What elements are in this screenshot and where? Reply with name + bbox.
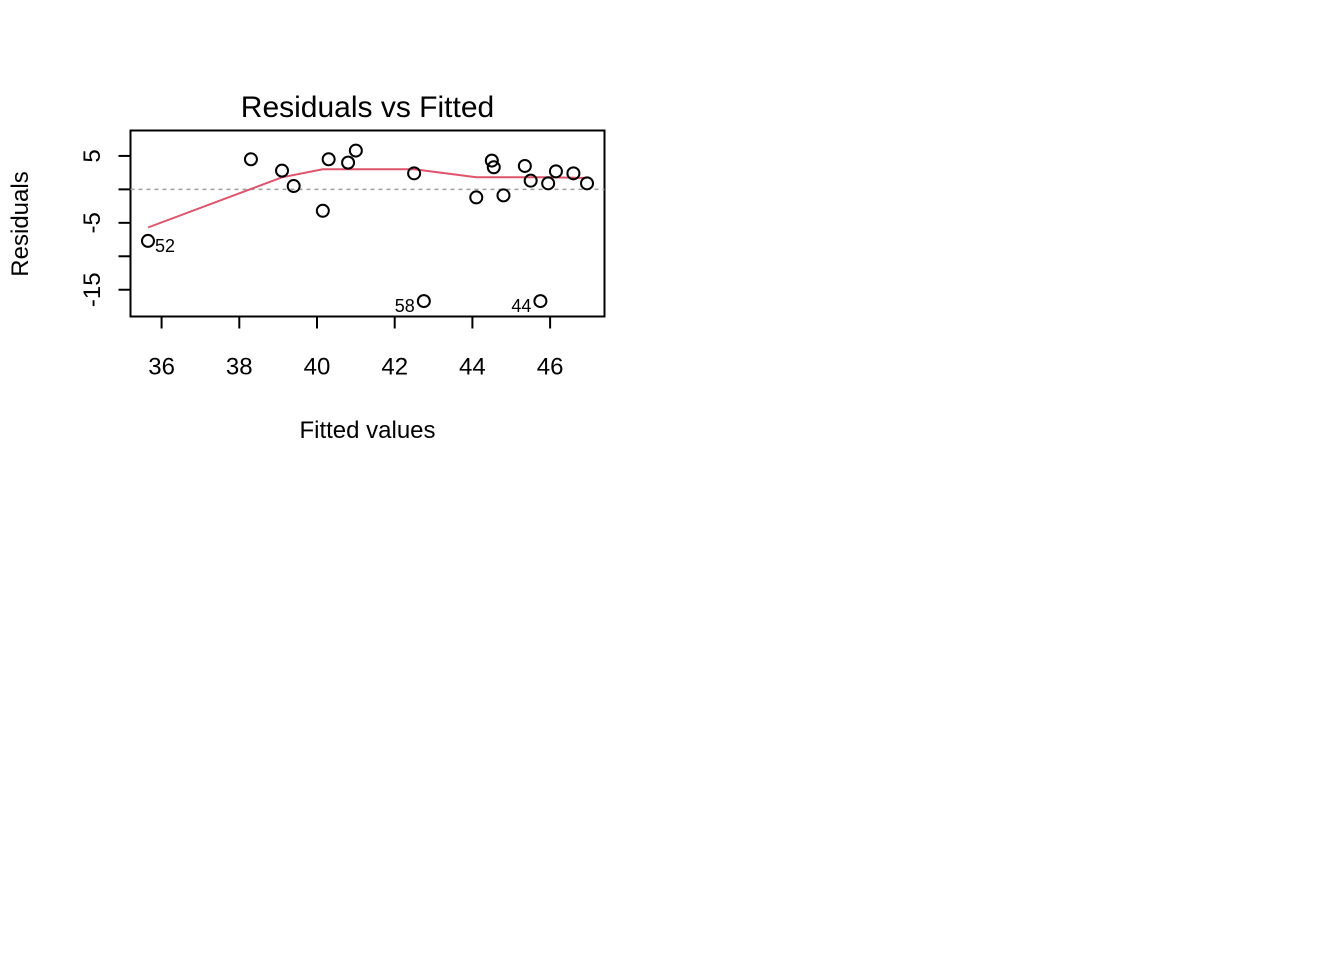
x-axis-label: Fitted values	[299, 417, 435, 444]
smoother-line-group	[147, 168, 588, 229]
y-axis-label: Residuals	[7, 171, 34, 276]
x-tick-label: 42	[381, 354, 408, 381]
data-point	[275, 163, 290, 178]
x-tick-label: 36	[148, 354, 175, 381]
point-labels: 52 58 44	[155, 236, 531, 316]
data-point	[348, 143, 363, 158]
x-axis: 36 38 40 42 44 46	[148, 316, 564, 381]
data-point	[341, 155, 356, 170]
y-tick-label: 5	[79, 149, 106, 162]
x-tick-label: 44	[459, 354, 486, 381]
y-tick-label: -15	[79, 272, 106, 307]
x-tick-label: 40	[304, 354, 331, 381]
smoother-line	[147, 168, 588, 229]
data-point	[286, 179, 301, 194]
data-point	[469, 190, 484, 205]
data-point	[486, 160, 501, 175]
data-point	[484, 153, 499, 168]
chart-title: Residuals vs Fitted	[241, 91, 494, 124]
data-point	[315, 203, 330, 218]
x-tick-label: 46	[537, 354, 564, 381]
y-axis: 5 -5 -15	[79, 149, 131, 307]
data-point	[523, 173, 538, 188]
data-point	[243, 152, 258, 167]
data-point	[566, 166, 581, 181]
data-point	[533, 294, 548, 309]
data-point	[548, 164, 563, 179]
data-point	[140, 233, 155, 248]
y-tick-label: -5	[79, 212, 106, 233]
plot-area-frame	[129, 129, 606, 318]
data-point	[580, 176, 595, 191]
data-point	[541, 176, 556, 191]
data-point	[407, 166, 422, 181]
data-point	[416, 294, 431, 309]
point-id-label: 58	[395, 296, 415, 316]
data-point	[496, 188, 511, 203]
point-id-label: 52	[155, 236, 175, 256]
point-id-label: 44	[511, 296, 531, 316]
data-point	[517, 158, 532, 173]
data-points	[140, 143, 595, 309]
data-point	[321, 152, 336, 167]
x-tick-label: 38	[226, 354, 253, 381]
